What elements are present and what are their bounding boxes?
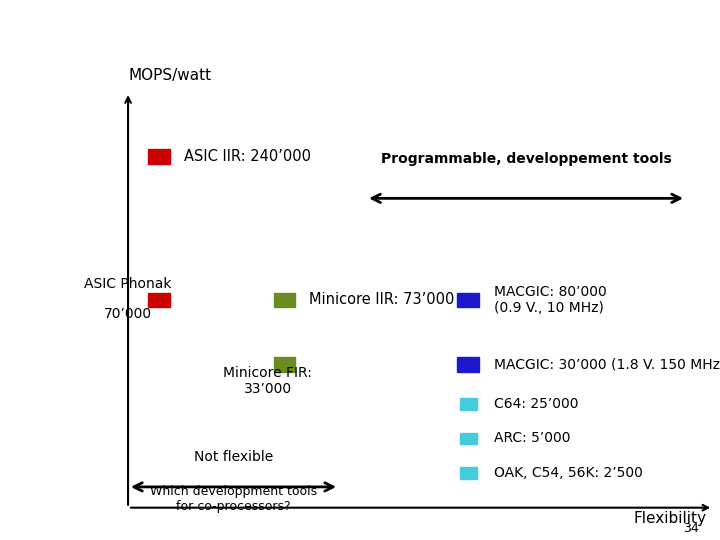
Text: MACGIC: 80’000
(0.9 V., 10 MHz): MACGIC: 80’000 (0.9 V., 10 MHz) <box>494 285 607 315</box>
Bar <box>274 357 295 372</box>
Text: ARC: 5’000: ARC: 5’000 <box>494 431 571 446</box>
Bar <box>460 433 477 444</box>
Bar <box>460 467 477 479</box>
Text: Not flexible: Not flexible <box>194 450 273 464</box>
Bar <box>457 293 479 307</box>
Text: ASIC IIR: 240’000: ASIC IIR: 240’000 <box>184 149 311 164</box>
Text: Minicore FIR:
33’000: Minicore FIR: 33’000 <box>223 366 312 396</box>
Text: 34: 34 <box>683 522 698 535</box>
Text: MOPS/watt: MOPS/watt <box>128 68 211 83</box>
Bar <box>148 293 169 307</box>
Text: ASIC Phonak: ASIC Phonak <box>84 277 172 291</box>
Text: OAK, C54, 56K: 2’500: OAK, C54, 56K: 2’500 <box>494 466 643 480</box>
Bar <box>148 150 169 164</box>
Text: Programmable, developpement tools: Programmable, developpement tools <box>381 152 672 166</box>
Text: C64: 25’000: C64: 25’000 <box>494 397 579 411</box>
Text: Which developpment tools
for co-processors?: Which developpment tools for co-processo… <box>150 484 317 512</box>
Text: Comparison: Comparison <box>29 24 270 58</box>
Text: Minicore IIR: 73’000: Minicore IIR: 73’000 <box>309 293 454 307</box>
Text: Flexibility: Flexibility <box>634 511 706 526</box>
Bar <box>274 293 295 307</box>
Text: MACGIC: 30’000 (1.8 V. 150 MHz): MACGIC: 30’000 (1.8 V. 150 MHz) <box>494 357 720 372</box>
Bar <box>460 398 477 409</box>
Bar <box>457 357 479 372</box>
Text: 70’000: 70’000 <box>104 307 152 321</box>
